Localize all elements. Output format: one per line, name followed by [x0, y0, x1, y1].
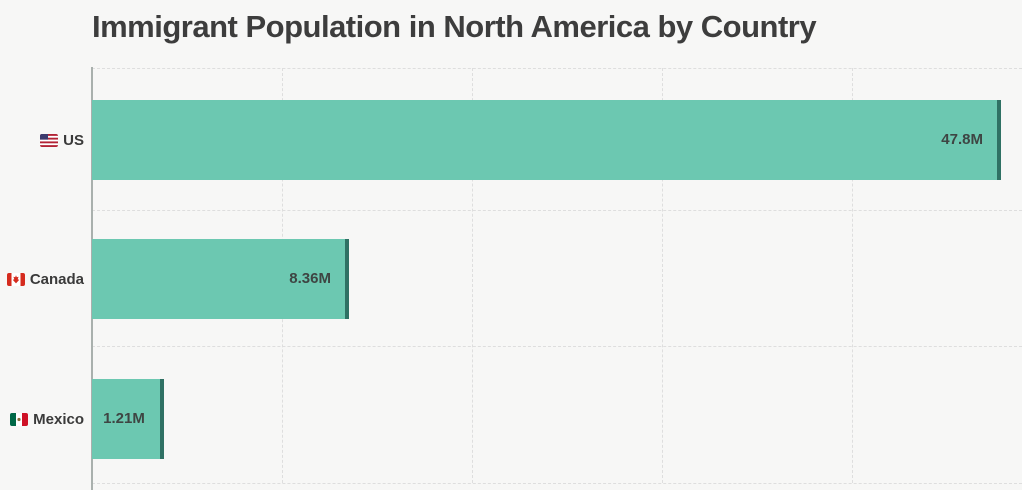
gridline-horizontal — [92, 346, 1022, 347]
bar-value-label: 47.8M — [941, 131, 983, 148]
category-label-us: US — [0, 100, 84, 180]
gridline-horizontal — [92, 210, 1022, 211]
chart-title: Immigrant Population in North America by… — [92, 9, 817, 44]
category-label-text: US — [63, 131, 84, 149]
category-label-mexico: Mexico — [0, 379, 84, 459]
category-label-text: Canada — [29, 270, 84, 288]
gridline-horizontal — [92, 483, 1022, 484]
gridline-vertical — [852, 68, 853, 483]
category-label-text: Mexico — [33, 410, 84, 428]
bar-value-label: 8.36M — [289, 270, 331, 287]
bar-value-label: 1.21M — [103, 410, 145, 427]
gridline-vertical — [472, 68, 473, 483]
bar-us: 47.8M — [92, 100, 1001, 180]
us-flag-icon — [40, 133, 59, 147]
bar-mexico: 1.21M — [92, 379, 164, 459]
mexico-flag-icon — [10, 412, 29, 426]
gridline-horizontal — [92, 68, 1022, 69]
canada-flag-icon — [6, 272, 25, 286]
category-label-canada: Canada — [0, 239, 84, 319]
gridline-vertical — [662, 68, 663, 483]
bar-canada: 8.36M — [92, 239, 349, 319]
